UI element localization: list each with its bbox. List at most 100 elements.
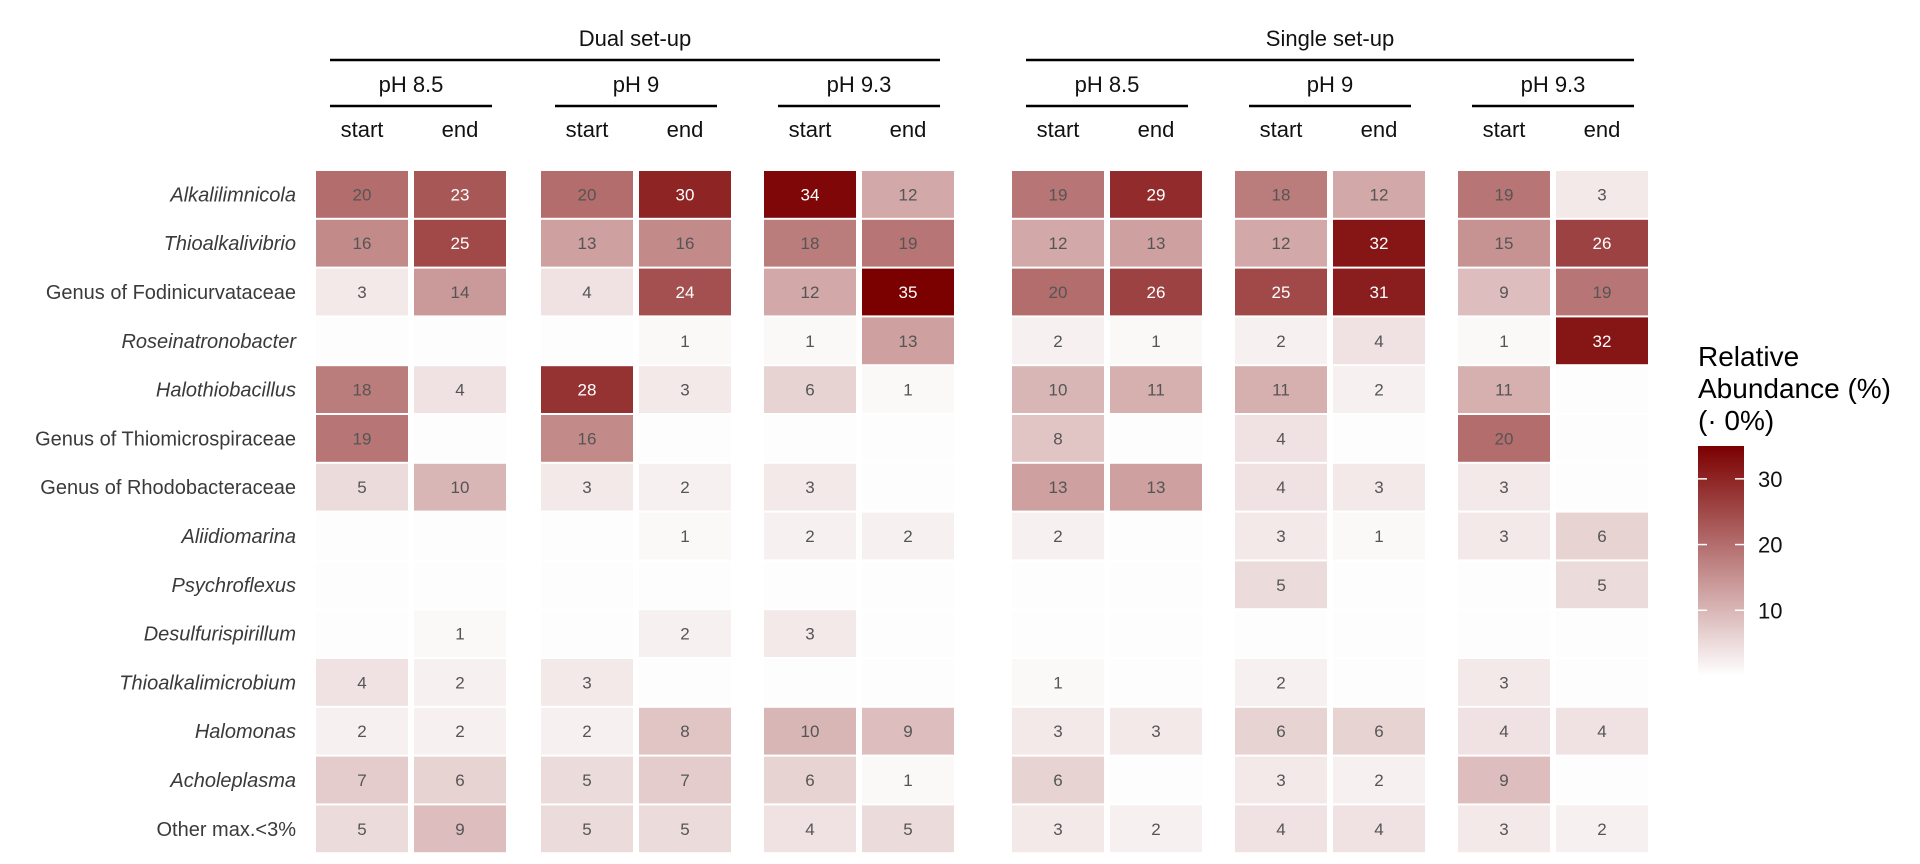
heatmap-cell <box>1110 610 1202 657</box>
row-label: Other max.<3% <box>156 819 296 841</box>
cell-value-label: 35 <box>899 283 918 302</box>
heatmap-cell <box>1333 268 1425 316</box>
heatmap-cell <box>862 463 954 511</box>
heatmap-cell <box>1110 415 1202 462</box>
cell-value-label: 28 <box>578 381 597 400</box>
heatmap-cell <box>862 561 954 609</box>
ph-label: pH 9 <box>1307 72 1353 97</box>
phase-label: end <box>442 117 479 142</box>
heatmap-cell <box>1333 219 1425 267</box>
heatmap-cell <box>1235 756 1327 804</box>
heatmap-cell <box>541 561 633 609</box>
cell-value-label: 2 <box>1276 673 1285 692</box>
cell-value-label: 25 <box>1272 283 1291 302</box>
phase-label: end <box>890 117 927 142</box>
cell-value-label: 30 <box>676 185 695 204</box>
heatmap-cell <box>1235 463 1327 511</box>
heatmap-cell <box>1458 512 1550 560</box>
heatmap-cell <box>316 805 408 853</box>
cell-value-label: 13 <box>899 332 918 351</box>
cell-value-label: 16 <box>578 429 597 448</box>
cell-value-label: 2 <box>1276 332 1285 351</box>
row-label: Roseinatronobacter <box>121 331 297 353</box>
heatmap-cell <box>1235 268 1327 316</box>
row-label: Thioalkalivibrio <box>164 233 296 255</box>
cell-value-label: 12 <box>801 283 820 302</box>
cell-value-label: 18 <box>353 381 372 400</box>
cell-value-label: 4 <box>1374 332 1383 351</box>
heatmap-cell <box>316 219 408 267</box>
cell-value-label: 3 <box>582 673 591 692</box>
row-label: Psychroflexus <box>172 575 297 597</box>
heatmap-cell <box>1110 171 1202 218</box>
heatmap-cell <box>414 610 506 657</box>
heatmap-cell <box>316 756 408 804</box>
cell-value-label: 2 <box>680 625 689 644</box>
cell-value-label: 23 <box>451 185 470 204</box>
heatmap-cell <box>414 268 506 316</box>
heatmap-cell <box>316 561 408 609</box>
heatmap-cell <box>316 366 408 413</box>
ph-label: pH 9.3 <box>827 72 892 97</box>
heatmap-cell <box>764 171 856 218</box>
heatmap-cell <box>862 366 954 413</box>
legend-tick-label: 20 <box>1758 533 1782 558</box>
cell-value-label: 18 <box>1272 185 1291 204</box>
heatmap-cell <box>764 610 856 657</box>
cell-value-label: 19 <box>1049 185 1068 204</box>
phase-label: start <box>789 117 832 142</box>
heatmap-cell <box>1556 268 1648 316</box>
heatmap-cell <box>1333 512 1425 560</box>
heatmap-cell <box>639 415 731 462</box>
cell-value-label: 5 <box>582 820 591 839</box>
cell-value-label: 18 <box>801 234 820 253</box>
cell-value-label: 2 <box>357 722 366 741</box>
cell-value-label: 13 <box>578 234 597 253</box>
cell-value-label: 24 <box>676 283 695 302</box>
cell-value-label: 3 <box>1499 673 1508 692</box>
heatmap-cell <box>1012 610 1104 657</box>
cell-value-label: 13 <box>1147 234 1166 253</box>
heatmap-cell <box>639 707 731 755</box>
cell-value-label: 5 <box>903 820 912 839</box>
cell-value-label: 3 <box>1499 527 1508 546</box>
cell-value-label: 3 <box>680 381 689 400</box>
legend-color-bar <box>1698 446 1744 676</box>
heatmap-cell <box>1556 805 1648 853</box>
phase-label: start <box>1037 117 1080 142</box>
row-label: Alkalilimnicola <box>169 184 296 206</box>
heatmap-cell <box>414 415 506 462</box>
heatmap-cell <box>414 171 506 218</box>
cell-value-label: 9 <box>1499 771 1508 790</box>
cell-value-label: 34 <box>801 185 820 204</box>
heatmap-cell <box>1333 463 1425 511</box>
setup-label: Single set-up <box>1266 26 1394 51</box>
heatmap-cell <box>1235 171 1327 218</box>
heatmap-cell <box>1333 707 1425 755</box>
heatmap-cell <box>1235 610 1327 657</box>
heatmap-cell <box>764 561 856 609</box>
heatmap-cell <box>764 707 856 755</box>
cell-value-label: 6 <box>1276 722 1285 741</box>
cell-value-label: 6 <box>455 771 464 790</box>
cell-value-label: 26 <box>1147 283 1166 302</box>
cell-value-label: 9 <box>903 722 912 741</box>
phase-label: end <box>1138 117 1175 142</box>
cell-value-label: 1 <box>1053 673 1062 692</box>
phase-label: start <box>1483 117 1526 142</box>
heatmap-cell <box>1333 659 1425 706</box>
row-label: Genus of Rhodobacteraceae <box>40 477 296 499</box>
cell-value-label: 1 <box>903 771 912 790</box>
cell-value-label: 31 <box>1370 283 1389 302</box>
heatmap-cell <box>764 756 856 804</box>
heatmap-cell <box>1235 219 1327 267</box>
heatmap-cell <box>1012 171 1104 218</box>
heatmap-cell <box>1458 610 1550 657</box>
heatmap-cell <box>862 610 954 657</box>
cell-value-label: 4 <box>357 673 366 692</box>
heatmap-cell <box>316 659 408 706</box>
row-label: Aliidiomarina <box>181 526 297 548</box>
cell-value-label: 20 <box>353 185 372 204</box>
cell-value-label: 8 <box>680 722 689 741</box>
row-label: Acholeplasma <box>169 770 296 792</box>
